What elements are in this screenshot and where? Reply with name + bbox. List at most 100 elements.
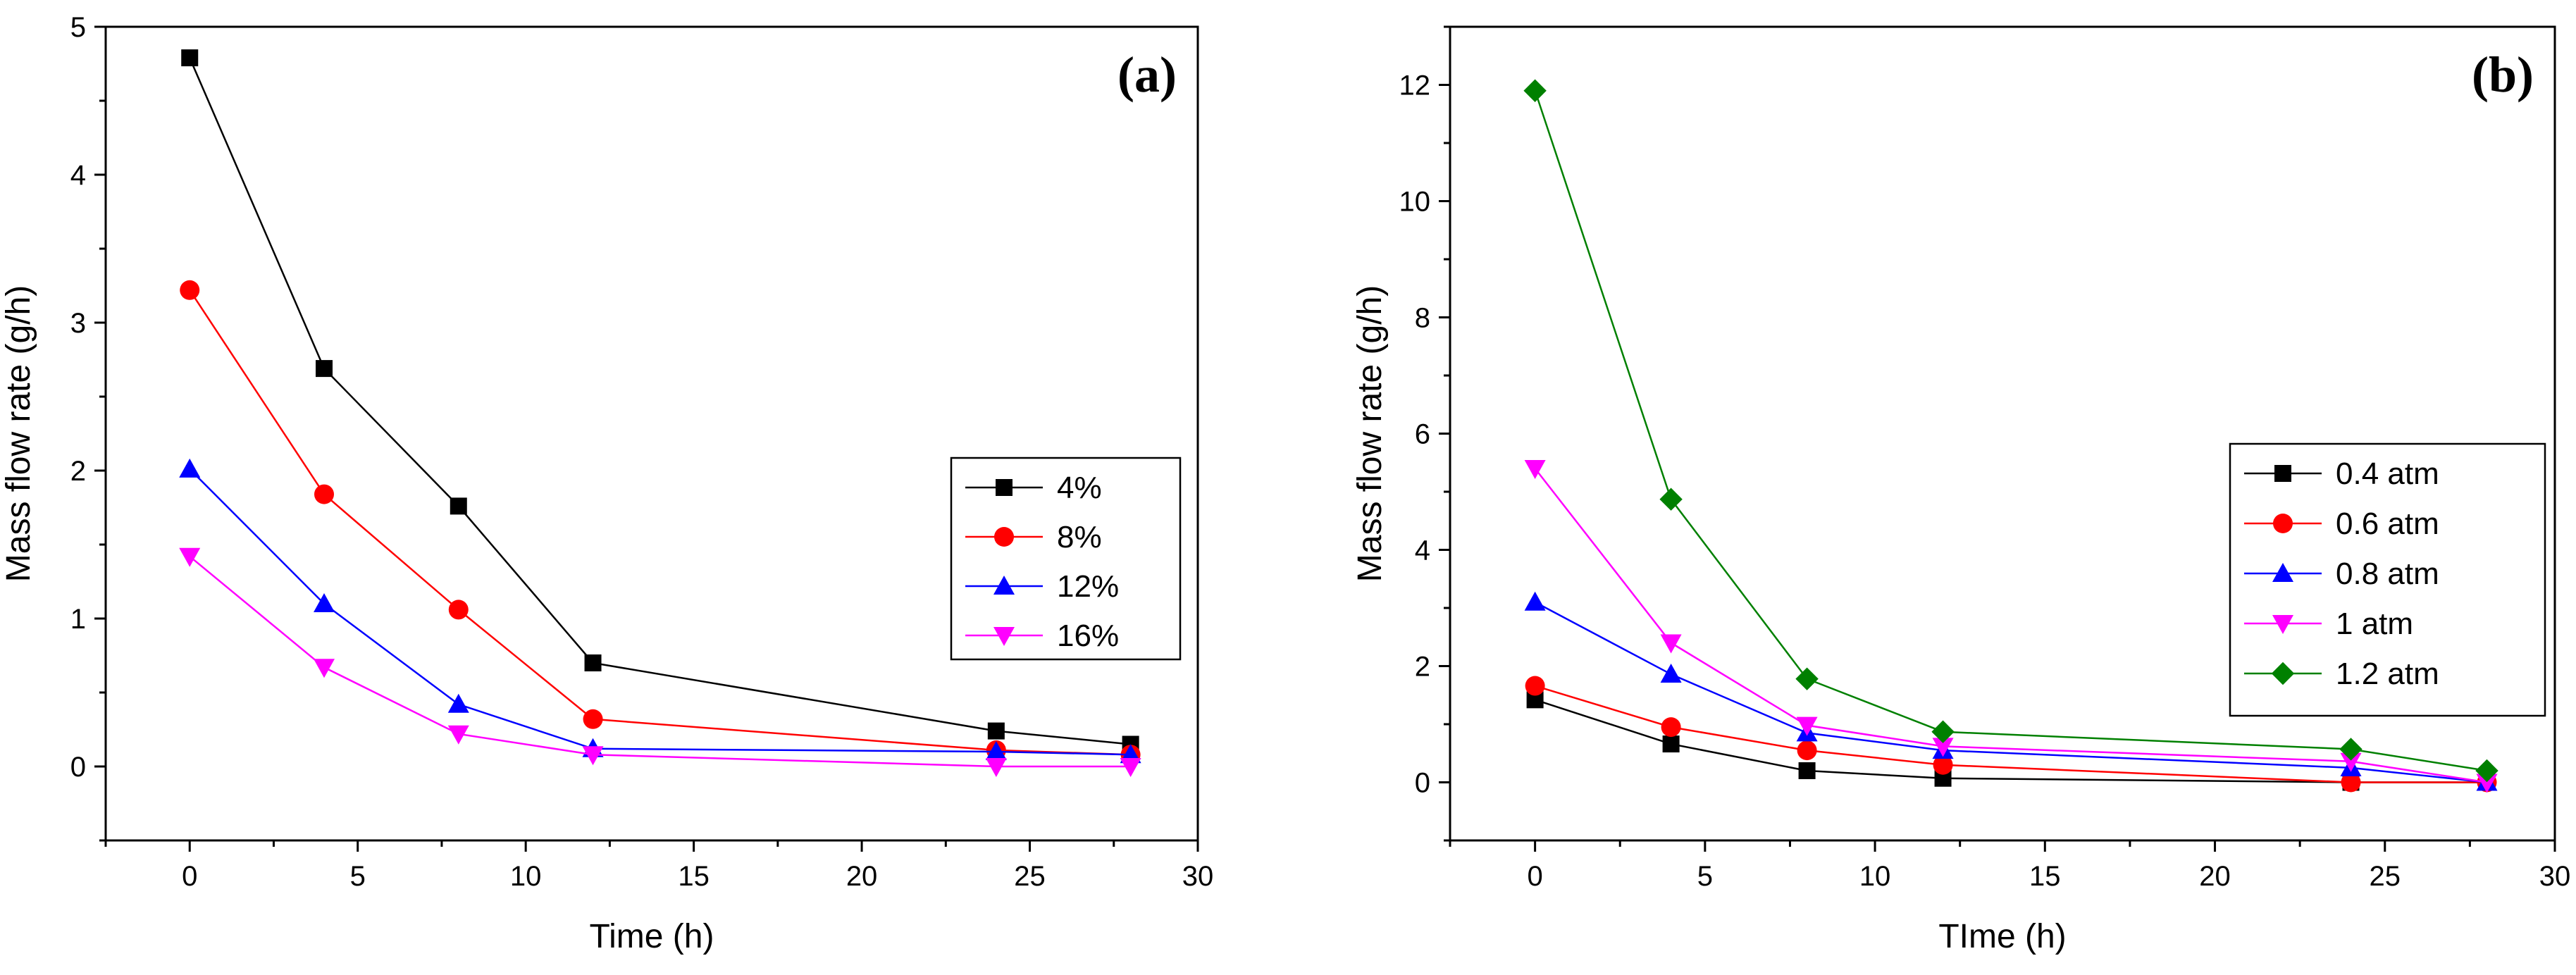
legend-entry: 1 atm (2244, 607, 2413, 641)
series-line (1535, 601, 2487, 783)
legend-entry: 1.2 atm (2244, 657, 2439, 691)
x-tick-label: 15 (678, 861, 710, 892)
legend-label: 0.8 atm (2336, 557, 2439, 591)
data-point (448, 600, 469, 620)
x-tick-label: 0 (182, 861, 197, 892)
data-point (450, 497, 467, 515)
data-point (1797, 740, 1817, 761)
legend-marker (996, 479, 1013, 496)
data-point (1524, 460, 1546, 479)
y-tick-label: 2 (1415, 652, 1430, 683)
legend-marker (2271, 662, 2295, 685)
data-point (1525, 676, 1545, 696)
data-point (181, 49, 199, 67)
y-tick-label: 4 (1415, 535, 1430, 566)
legend-entry: 8% (965, 520, 1102, 554)
data-point (447, 725, 469, 745)
data-point (179, 547, 201, 567)
legend-label: 0.6 atm (2336, 507, 2439, 541)
y-tick-label: 8 (1415, 303, 1430, 334)
data-point (2340, 752, 2362, 772)
chart-panel-b: 0 5 10 15 20 25 30 0 2 4 6 8 10 12 TIme (h) Mass flow r… (1351, 25, 2571, 955)
series-line (189, 555, 1131, 768)
data-point (2476, 774, 2498, 793)
data-point (316, 360, 333, 378)
data-point (1662, 735, 1680, 753)
data-point (1798, 762, 1816, 779)
legend-label: 1.2 atm (2336, 657, 2439, 691)
y-tick-label: 10 (1399, 187, 1431, 218)
x-tick-label: 30 (1182, 861, 1214, 892)
data-point (314, 593, 335, 612)
y-tick-label: 0 (70, 752, 86, 783)
data-point (314, 484, 334, 504)
legend-marker (2273, 514, 2293, 533)
series-line (189, 290, 1131, 756)
data-point (1660, 634, 1682, 654)
series-16- (179, 547, 1141, 777)
legend-entry: 16% (965, 619, 1119, 653)
legend-marker (993, 576, 1015, 595)
series-line (1534, 468, 2487, 783)
x-tick-label: 20 (2199, 861, 2231, 892)
x-tick-label: 10 (510, 861, 542, 892)
data-point (584, 654, 602, 671)
y-tick-label: 4 (70, 160, 86, 191)
data-point (582, 746, 604, 766)
legend-marker (2272, 615, 2293, 634)
y-axis-label: Mass flow rate (g/h) (1351, 285, 1389, 582)
data-point (1796, 716, 1818, 736)
data-point (1523, 79, 1547, 102)
chart-panel-a: 0 5 10 15 20 25 30 0 1 2 3 4 5 Time (h) Mass flow rate… (0, 12, 1213, 955)
legend-entry: 4% (965, 471, 1102, 505)
legend-label: 8% (1057, 520, 1102, 554)
legend-marker (2274, 465, 2291, 482)
y-tick-label: 12 (1399, 70, 1431, 101)
y-tick-label: 3 (70, 308, 86, 339)
plot-frame (104, 25, 1199, 842)
x-tick-label: 25 (1014, 861, 1046, 892)
data-point (2341, 772, 2361, 793)
x-axis-label: TIme (h) (1938, 918, 2066, 955)
data-point (314, 659, 335, 678)
x-tick-label: 20 (846, 861, 878, 892)
x-tick-label: 30 (2539, 861, 2571, 892)
y-tick-label: 1 (70, 604, 86, 635)
x-tick-label: 10 (1859, 861, 1891, 892)
series-8- (180, 280, 1141, 765)
series-4- (181, 49, 1139, 753)
data-point (1661, 717, 1681, 738)
legend-label: 4% (1057, 471, 1102, 505)
legend-box (950, 457, 1182, 661)
y-tick-label: 0 (1415, 768, 1430, 799)
data-point (180, 280, 200, 300)
legend-entry: 0.4 atm (2244, 457, 2439, 491)
x-tick-label: 0 (1527, 861, 1542, 892)
data-point (1524, 591, 1546, 611)
legend-label: 1 atm (2336, 607, 2413, 641)
series-line (189, 57, 1131, 745)
x-tick-label: 15 (2029, 861, 2061, 892)
series-line (1535, 685, 2487, 783)
x-tick-label: 5 (350, 861, 366, 892)
data-point (1659, 488, 1683, 511)
data-point (1795, 667, 1819, 690)
panel-label: (a) (1117, 46, 1177, 103)
data-point (1120, 758, 1141, 777)
series-line (1534, 90, 2487, 772)
data-point (583, 709, 603, 729)
legend-marker (993, 627, 1015, 646)
y-tick-label: 5 (70, 12, 86, 43)
y-axis-label: Mass flow rate (g/h) (0, 285, 37, 582)
data-point (985, 758, 1007, 777)
legend: 0.4 atm 0.6 atm 0.8 atm 1 atm 1.2 atm (2229, 442, 2546, 717)
x-tick-label: 5 (1697, 861, 1713, 892)
data-point (1932, 738, 1954, 757)
legend-label: 16% (1057, 619, 1119, 653)
series-line (189, 468, 1131, 756)
data-point (2475, 759, 2498, 783)
plot-frame (1449, 25, 2556, 842)
data-point (2339, 738, 2363, 761)
legend-entry: 0.6 atm (2244, 507, 2439, 541)
